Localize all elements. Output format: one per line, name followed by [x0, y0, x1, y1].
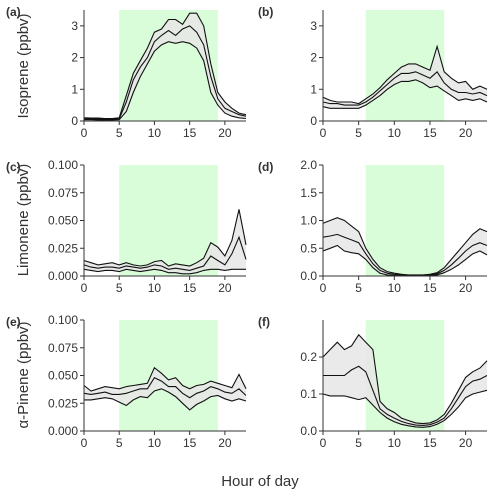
panel-label: (a)	[6, 5, 21, 19]
uncertainty-ribbon	[323, 46, 487, 109]
daylight-band	[119, 165, 218, 276]
x-tick-label: 10	[148, 281, 162, 295]
y-tick-label: 2	[310, 51, 317, 65]
series-line-lower	[83, 268, 246, 275]
panel-label: (f)	[258, 315, 270, 329]
x-tick-label: 10	[388, 436, 402, 450]
x-tick-label: 0	[320, 126, 327, 140]
series-line-upper	[83, 366, 247, 392]
y-tick-label: 0	[71, 114, 78, 128]
x-tick-label: 10	[388, 126, 402, 140]
series-line-lower	[84, 41, 247, 121]
panel-3: 0.000 0.025 0.050 0.075 0.100 0 5 10 15 20 (c)	[6, 158, 247, 295]
uncertainty-ribbon	[323, 217, 487, 276]
y-tick-label: 0.2	[300, 350, 317, 364]
y-axis-label-row-2: Limonene (ppbv)	[15, 164, 32, 277]
y-tick-label: 2	[71, 51, 78, 65]
series-line-mean	[322, 70, 488, 106]
x-tick-label: 15	[423, 126, 437, 140]
x-tick-label: 10	[148, 126, 162, 140]
series-line-upper	[83, 209, 247, 267]
daylight-band	[365, 165, 445, 276]
uncertainty-ribbon	[84, 209, 246, 274]
panel-5: 0.000 0.025 0.050 0.075 0.100 0 5 10 15 20 (e)	[6, 313, 247, 450]
y-tick-label: 0.000	[48, 424, 78, 438]
y-tick-label: 0.075	[48, 186, 78, 200]
panel-label: (b)	[258, 5, 273, 19]
y-tick-label: 1.0	[300, 214, 317, 228]
y-tick-label: 0.5	[300, 241, 317, 255]
y-tick-label: 0.000	[48, 269, 78, 283]
y-tick-label: 1.5	[300, 186, 317, 200]
y-tick-label: 0.100	[48, 158, 78, 172]
y-tick-label: 0.0	[300, 424, 317, 438]
x-tick-label: 20	[218, 281, 232, 295]
series-line-mean	[323, 365, 488, 426]
x-tick-label: 15	[423, 281, 437, 295]
series-line-upper	[322, 44, 488, 105]
y-tick-label: 0.025	[48, 241, 78, 255]
y-tick-label: 0.100	[48, 313, 78, 327]
x-tick-label: 15	[183, 126, 197, 140]
x-tick-label: 15	[423, 436, 437, 450]
panel-4: 0.0 0.5 1.0 1.5 2.0 0 5 10 15 20 (d)	[258, 158, 488, 295]
x-tick-label: 20	[218, 436, 232, 450]
y-tick-label: 0	[310, 114, 317, 128]
uncertainty-ribbon	[323, 334, 487, 428]
panel-label: (c)	[6, 160, 21, 174]
x-tick-label: 10	[148, 436, 162, 450]
x-tick-label: 20	[459, 436, 473, 450]
x-tick-label: 15	[183, 281, 197, 295]
series-line-mean	[83, 25, 247, 120]
series-line-mean	[83, 235, 247, 271]
daylight-band	[365, 320, 445, 431]
y-tick-label: 0.050	[48, 214, 78, 228]
x-tick-label: 0	[81, 436, 88, 450]
series-line-lower	[84, 388, 247, 411]
x-axis-label: Hour of day	[221, 473, 299, 490]
y-tick-label: 0.025	[48, 396, 78, 410]
y-tick-label: 0.1	[300, 387, 317, 401]
x-tick-label: 5	[355, 126, 362, 140]
x-tick-label: 0	[320, 436, 327, 450]
uncertainty-ribbon	[84, 13, 246, 121]
panel-2: 0 1 2 3 0 5 10 15 20 (b)	[258, 5, 488, 140]
y-axis-label-row-1: Isoprene (ppbv)	[15, 13, 32, 118]
series-line-mean	[83, 376, 247, 399]
x-tick-label: 20	[218, 126, 232, 140]
y-tick-label: 0.0	[300, 269, 317, 283]
panel-1: 0 1 2 3 0 5 10 15 20 (a)	[6, 5, 247, 140]
y-axis-label-row-3: α-Pinene (ppbv)	[15, 321, 32, 428]
x-tick-label: 5	[116, 126, 123, 140]
y-tick-label: 3	[71, 19, 78, 33]
series-line-lower	[322, 389, 488, 428]
x-tick-label: 10	[388, 281, 402, 295]
y-tick-label: 0.050	[48, 369, 78, 383]
panel-label: (e)	[6, 315, 21, 329]
series-line-lower	[322, 79, 488, 109]
y-tick-label: 3	[310, 19, 317, 33]
y-tick-label: 1	[71, 82, 78, 96]
x-tick-label: 5	[355, 281, 362, 295]
x-tick-label: 20	[459, 281, 473, 295]
x-tick-label: 5	[116, 281, 123, 295]
x-tick-label: 0	[320, 281, 327, 295]
y-tick-label: 2.0	[300, 158, 317, 172]
panel-label: (d)	[258, 160, 273, 174]
x-tick-label: 0	[81, 126, 88, 140]
y-tick-label: 0.075	[48, 341, 78, 355]
x-tick-label: 0	[81, 281, 88, 295]
x-tick-label: 5	[116, 436, 123, 450]
y-tick-label: 1	[310, 82, 317, 96]
series-line-upper	[322, 333, 488, 425]
daylight-band	[119, 320, 218, 431]
series-line-upper	[83, 12, 247, 120]
x-tick-label: 20	[459, 126, 473, 140]
panel-6: 0.0 0.1 0.2 0 5 10 15 20 (f)	[258, 315, 488, 450]
x-tick-label: 5	[355, 436, 362, 450]
x-tick-label: 15	[183, 436, 197, 450]
